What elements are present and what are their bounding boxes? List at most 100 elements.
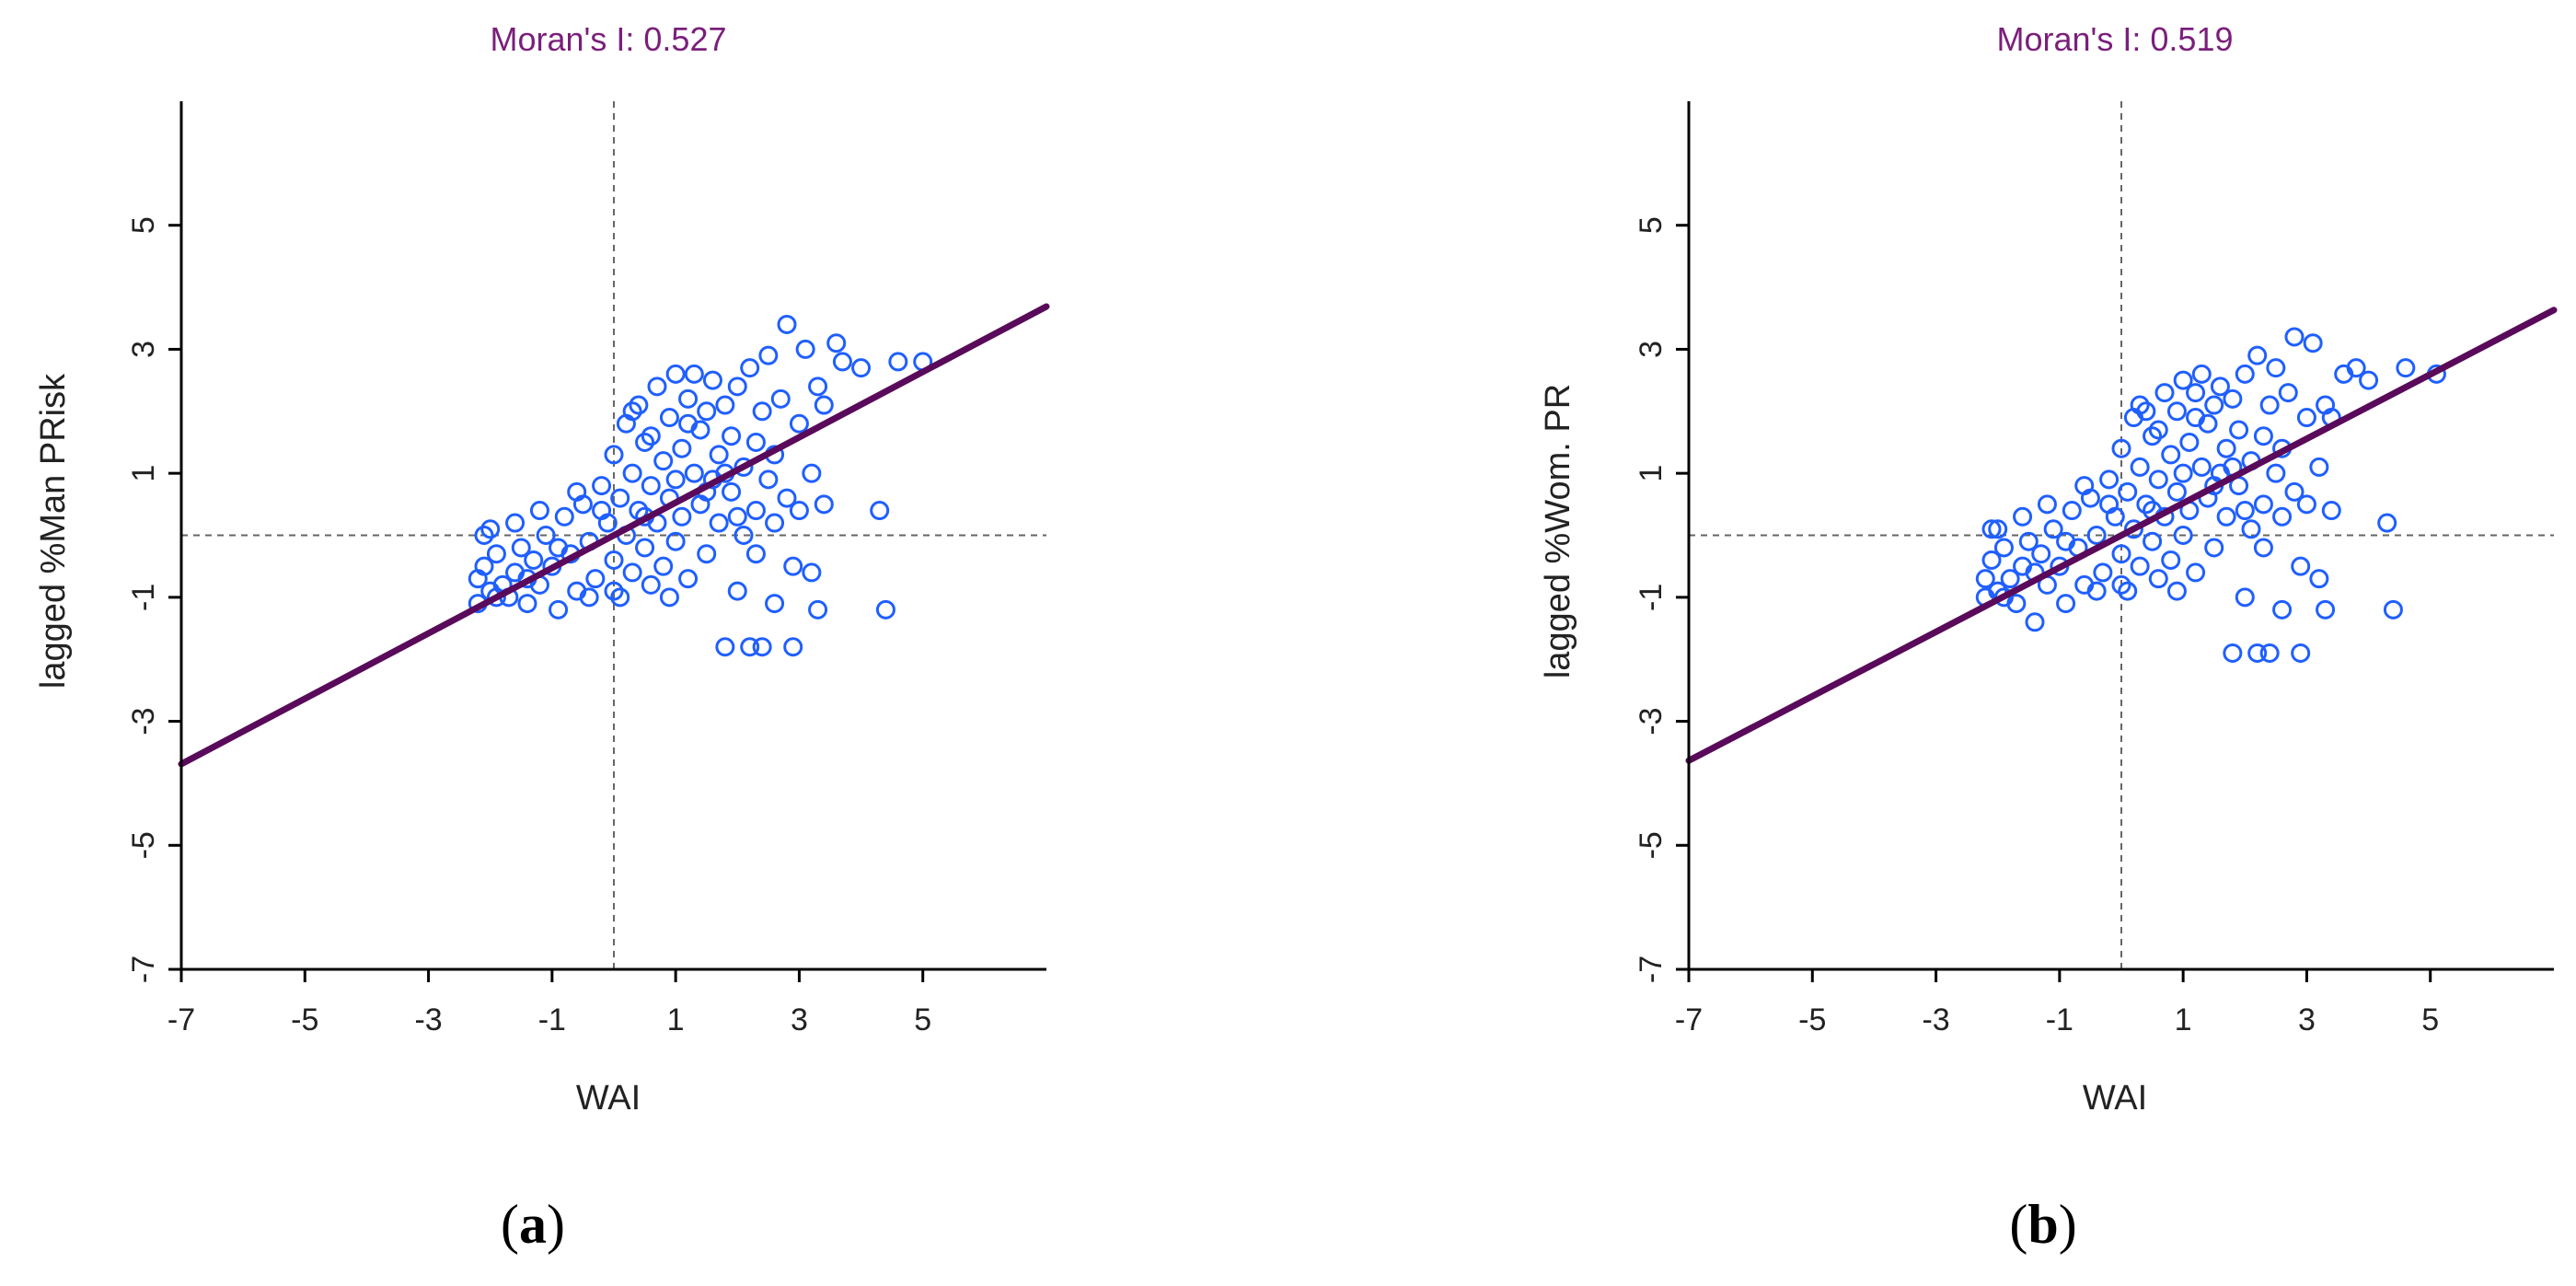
data-point <box>659 408 679 428</box>
data-point <box>795 339 815 359</box>
y-axis-label: lagged %Man PRisk <box>34 373 73 689</box>
data-point <box>592 501 612 521</box>
data-point <box>2148 569 2168 589</box>
x-tick-label: 1 <box>2175 1002 2192 1037</box>
data-point <box>727 377 747 397</box>
data-point <box>826 333 847 353</box>
data-point <box>2223 388 2243 409</box>
data-point <box>740 358 760 378</box>
data-point <box>554 506 574 527</box>
data-point <box>549 538 569 558</box>
data-point <box>727 581 747 601</box>
data-point <box>2179 432 2200 452</box>
y-tick-label: -5 <box>1634 831 1669 859</box>
data-point <box>2204 538 2224 558</box>
y-tick-label: 1 <box>1634 465 1669 482</box>
data-point <box>2130 395 2150 415</box>
data-point <box>641 574 661 595</box>
data-point <box>604 445 624 465</box>
y-tick-label: -1 <box>1634 584 1669 611</box>
data-point <box>2309 569 2329 589</box>
x-tick-label: 1 <box>667 1002 685 1037</box>
data-point <box>1988 519 2008 539</box>
data-point <box>684 463 704 483</box>
data-point <box>2272 506 2293 527</box>
data-point <box>2266 463 2286 483</box>
data-point <box>2111 574 2131 595</box>
data-point <box>2186 562 2206 583</box>
data-point <box>2148 469 2168 490</box>
data-point <box>2143 531 2163 551</box>
data-point <box>511 538 531 558</box>
data-point <box>697 544 717 564</box>
data-point <box>789 501 809 521</box>
data-point <box>641 476 661 496</box>
data-point <box>2291 556 2311 576</box>
data-point <box>722 481 742 502</box>
data-point <box>622 562 642 583</box>
data-point <box>486 544 506 564</box>
data-point <box>474 556 494 576</box>
data-point <box>2000 569 2020 589</box>
data-point <box>758 345 779 365</box>
x-tick-label: -3 <box>1922 1002 1949 1037</box>
data-point <box>505 513 526 533</box>
chart-title: Moran's I: 0.519 <box>1996 20 2233 58</box>
data-point <box>2086 581 2107 601</box>
data-point <box>2253 538 2273 558</box>
data-point <box>536 526 556 545</box>
data-point <box>734 526 754 545</box>
scatter-points <box>1975 327 2446 663</box>
data-point <box>678 569 699 589</box>
data-point <box>709 445 729 465</box>
data-point <box>2186 383 2206 403</box>
data-point <box>2130 457 2150 477</box>
data-point <box>647 377 667 397</box>
data-point <box>2266 358 2286 378</box>
data-point <box>2296 408 2316 428</box>
data-point <box>2259 643 2280 663</box>
data-point <box>2130 556 2150 576</box>
data-point <box>653 556 674 576</box>
data-point <box>672 438 692 458</box>
data-point <box>2291 643 2311 663</box>
data-point <box>745 432 766 452</box>
data-point <box>2223 643 2243 663</box>
data-point <box>2136 401 2156 422</box>
data-point <box>752 401 772 422</box>
data-point <box>2259 395 2280 415</box>
data-point <box>2346 358 2366 378</box>
data-point <box>579 587 599 608</box>
data-point <box>635 432 655 452</box>
data-point <box>2253 494 2273 515</box>
data-point <box>2235 587 2255 608</box>
data-point <box>2272 599 2293 620</box>
data-point <box>1981 519 2002 539</box>
data-point <box>715 395 735 415</box>
data-point <box>1993 538 2014 558</box>
data-point <box>2123 519 2143 539</box>
data-point <box>2278 383 2298 403</box>
data-point <box>635 538 655 558</box>
data-point <box>2173 463 2193 483</box>
data-point <box>2247 345 2268 365</box>
data-point <box>567 481 587 502</box>
data-point <box>783 556 803 576</box>
data-point <box>2191 364 2212 384</box>
data-point <box>474 526 494 545</box>
data-point <box>610 587 630 608</box>
data-point <box>480 519 501 539</box>
y-tick-label: -5 <box>126 831 161 859</box>
data-point <box>549 599 569 620</box>
data-point <box>622 401 642 422</box>
data-point <box>2235 364 2255 384</box>
data-point <box>2284 481 2305 502</box>
x-ticks: -7 -5 -3 -1 1 3 5 <box>1675 969 2439 1037</box>
x-tick-label: -1 <box>2046 1002 2074 1037</box>
data-point <box>2018 531 2039 551</box>
data-point <box>2316 599 2336 620</box>
data-point <box>2062 501 2082 521</box>
panel-caption: (b) <box>2009 1194 2076 1255</box>
data-point <box>2359 370 2379 390</box>
